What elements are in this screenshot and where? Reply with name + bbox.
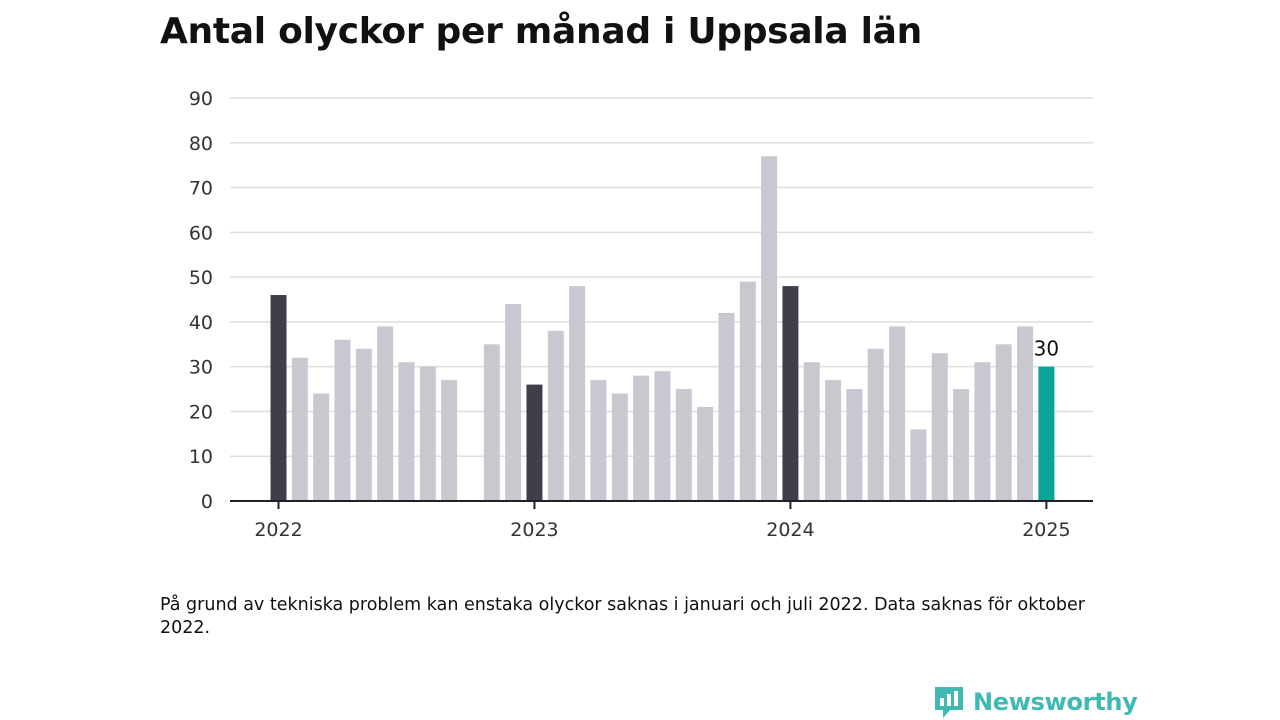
bar [1017,326,1033,501]
bar [356,349,372,501]
y-tick-label: 0 [201,491,213,513]
bar [334,340,350,501]
bar [782,286,798,501]
bar [377,326,393,501]
x-tick-label: 2023 [510,519,558,541]
bar [548,331,564,501]
bar [441,380,457,501]
bar [484,344,500,501]
data-labels: 30 [1034,337,1059,361]
bar [654,371,670,501]
bar [612,394,628,501]
bar [697,407,713,501]
bar [804,362,820,501]
bar [292,358,308,501]
bar [526,385,542,501]
bar [676,389,692,501]
y-tick-label: 90 [189,88,213,110]
y-tick-label: 50 [189,267,213,289]
newsworthy-logo-icon [933,684,965,720]
x-tick-label: 2025 [1022,519,1070,541]
bar [996,344,1012,501]
bar [825,380,841,501]
y-tick-label: 70 [189,178,213,200]
bar [846,389,862,501]
bar [718,313,734,501]
bar [505,304,521,501]
x-tick-label: 2024 [766,519,814,541]
bars [271,156,1055,501]
bar [889,326,905,501]
bar-chart: 0 10 20 30 40 50 60 70 80 90 2022 2023 2024 2025 30 [0,0,1280,580]
y-tick-label: 10 [189,446,213,468]
footnote: På grund av tekniska problem kan enstaka… [160,594,1100,640]
bar [974,362,990,501]
bar [761,156,777,501]
bar [271,295,287,501]
x-tick-label: 2022 [254,519,302,541]
bar [932,353,948,501]
bar [868,349,884,501]
x-axis-ticks: 2022 2023 2024 2025 [254,501,1070,541]
bar [398,362,414,501]
bar [569,286,585,501]
y-tick-label: 30 [189,357,213,379]
bar [633,376,649,501]
y-axis-ticks: 0 10 20 30 40 50 60 70 80 90 [189,88,213,513]
y-tick-label: 20 [189,401,213,423]
bar [740,282,756,501]
brand-name: Newsworthy [973,688,1138,716]
data-label-latest: 30 [1034,337,1059,361]
bar [953,389,969,501]
bar [313,394,329,501]
y-tick-label: 40 [189,312,213,334]
y-tick-label: 80 [189,133,213,155]
brand: Newsworthy [933,684,1138,720]
y-tick-label: 60 [189,222,213,244]
bar [420,367,436,501]
bar [910,429,926,501]
bar [590,380,606,501]
bar [1038,367,1054,501]
